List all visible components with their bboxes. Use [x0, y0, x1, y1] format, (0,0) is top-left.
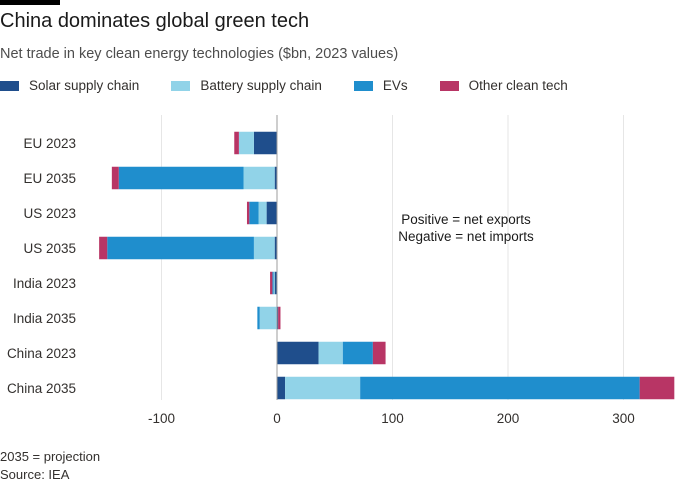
- x-tick-label: 200: [497, 411, 520, 426]
- bar-segment: [372, 341, 386, 365]
- bar-segment: [259, 306, 277, 330]
- category-label: EU 2035: [23, 171, 76, 186]
- bar-segment: [270, 271, 273, 295]
- chart-title: China dominates global green tech: [0, 10, 310, 32]
- bar-segment: [274, 166, 277, 190]
- legend-swatch-other: [439, 80, 459, 91]
- x-tick-label: -100: [148, 411, 175, 426]
- projection-note: 2035 = projection: [0, 449, 101, 464]
- legend-label-solar: Solar supply chain: [29, 78, 140, 93]
- legend: Solar supply chain Battery supply chain …: [0, 78, 600, 93]
- bar-segment: [342, 341, 373, 365]
- legend-item-battery-supply-chain: Battery supply chain: [171, 78, 322, 93]
- chart-subtitle: Net trade in key clean energy technologi…: [0, 46, 399, 62]
- category-label: EU 2023: [23, 136, 76, 151]
- category-label: China 2023: [7, 346, 76, 361]
- category-label: US 2023: [23, 206, 76, 221]
- legend-item-evs: EVs: [353, 78, 408, 93]
- bar-segment: [246, 201, 250, 225]
- bar-segment: [258, 201, 267, 225]
- bar-segment: [639, 376, 675, 400]
- bar-segment: [285, 376, 361, 400]
- bar-segment: [99, 236, 108, 260]
- bar-segment: [249, 201, 259, 225]
- bar-segment: [360, 376, 640, 400]
- brand-bar: [0, 0, 60, 5]
- legend-swatch-battery: [171, 80, 191, 91]
- bar-segment: [253, 236, 275, 260]
- legend-label-other: Other clean tech: [468, 78, 568, 93]
- category-label: US 2035: [23, 241, 76, 256]
- bar-segment: [278, 306, 281, 330]
- x-tick-label: 100: [381, 411, 404, 426]
- source-note: Source: IEA: [0, 467, 70, 482]
- bar-segment: [253, 131, 277, 155]
- legend-swatch-solar: [0, 80, 19, 91]
- bar-segment: [277, 376, 286, 400]
- legend-item-other-clean-tech: Other clean tech: [439, 78, 568, 93]
- annotation-text: Negative = net imports: [398, 229, 534, 244]
- bar-segment: [111, 166, 119, 190]
- category-label: China 2035: [7, 381, 76, 396]
- bar-segment: [318, 341, 343, 365]
- x-tick-label: 0: [273, 411, 281, 426]
- bar-segment: [118, 166, 244, 190]
- bar-segment: [238, 131, 254, 155]
- bar-segment: [257, 306, 260, 330]
- bar-segment: [274, 236, 277, 260]
- legend-label-evs: EVs: [382, 78, 408, 93]
- stacked-bar-chart: -100 0 100 200 300 EU 2023 EU 2035 US 2023 US 20…: [7, 115, 675, 426]
- bar-segment: [277, 306, 279, 330]
- bar-segment: [272, 271, 274, 295]
- bar-segment: [234, 131, 239, 155]
- bar-segment: [266, 201, 277, 225]
- annotation-text: Positive = net exports: [401, 212, 531, 227]
- bar-segment: [273, 271, 275, 295]
- legend-label-battery: Battery supply chain: [200, 78, 322, 93]
- bar-segment: [107, 236, 254, 260]
- category-label: India 2035: [13, 311, 76, 326]
- x-tick-label: 300: [612, 411, 635, 426]
- bar-segment: [274, 271, 277, 295]
- legend-item-solar-supply-chain: Solar supply chain: [0, 78, 139, 93]
- bar-segment: [277, 341, 319, 365]
- legend-swatch-evs: [353, 80, 373, 91]
- category-label: India 2023: [13, 276, 76, 291]
- bar-segment: [243, 166, 275, 190]
